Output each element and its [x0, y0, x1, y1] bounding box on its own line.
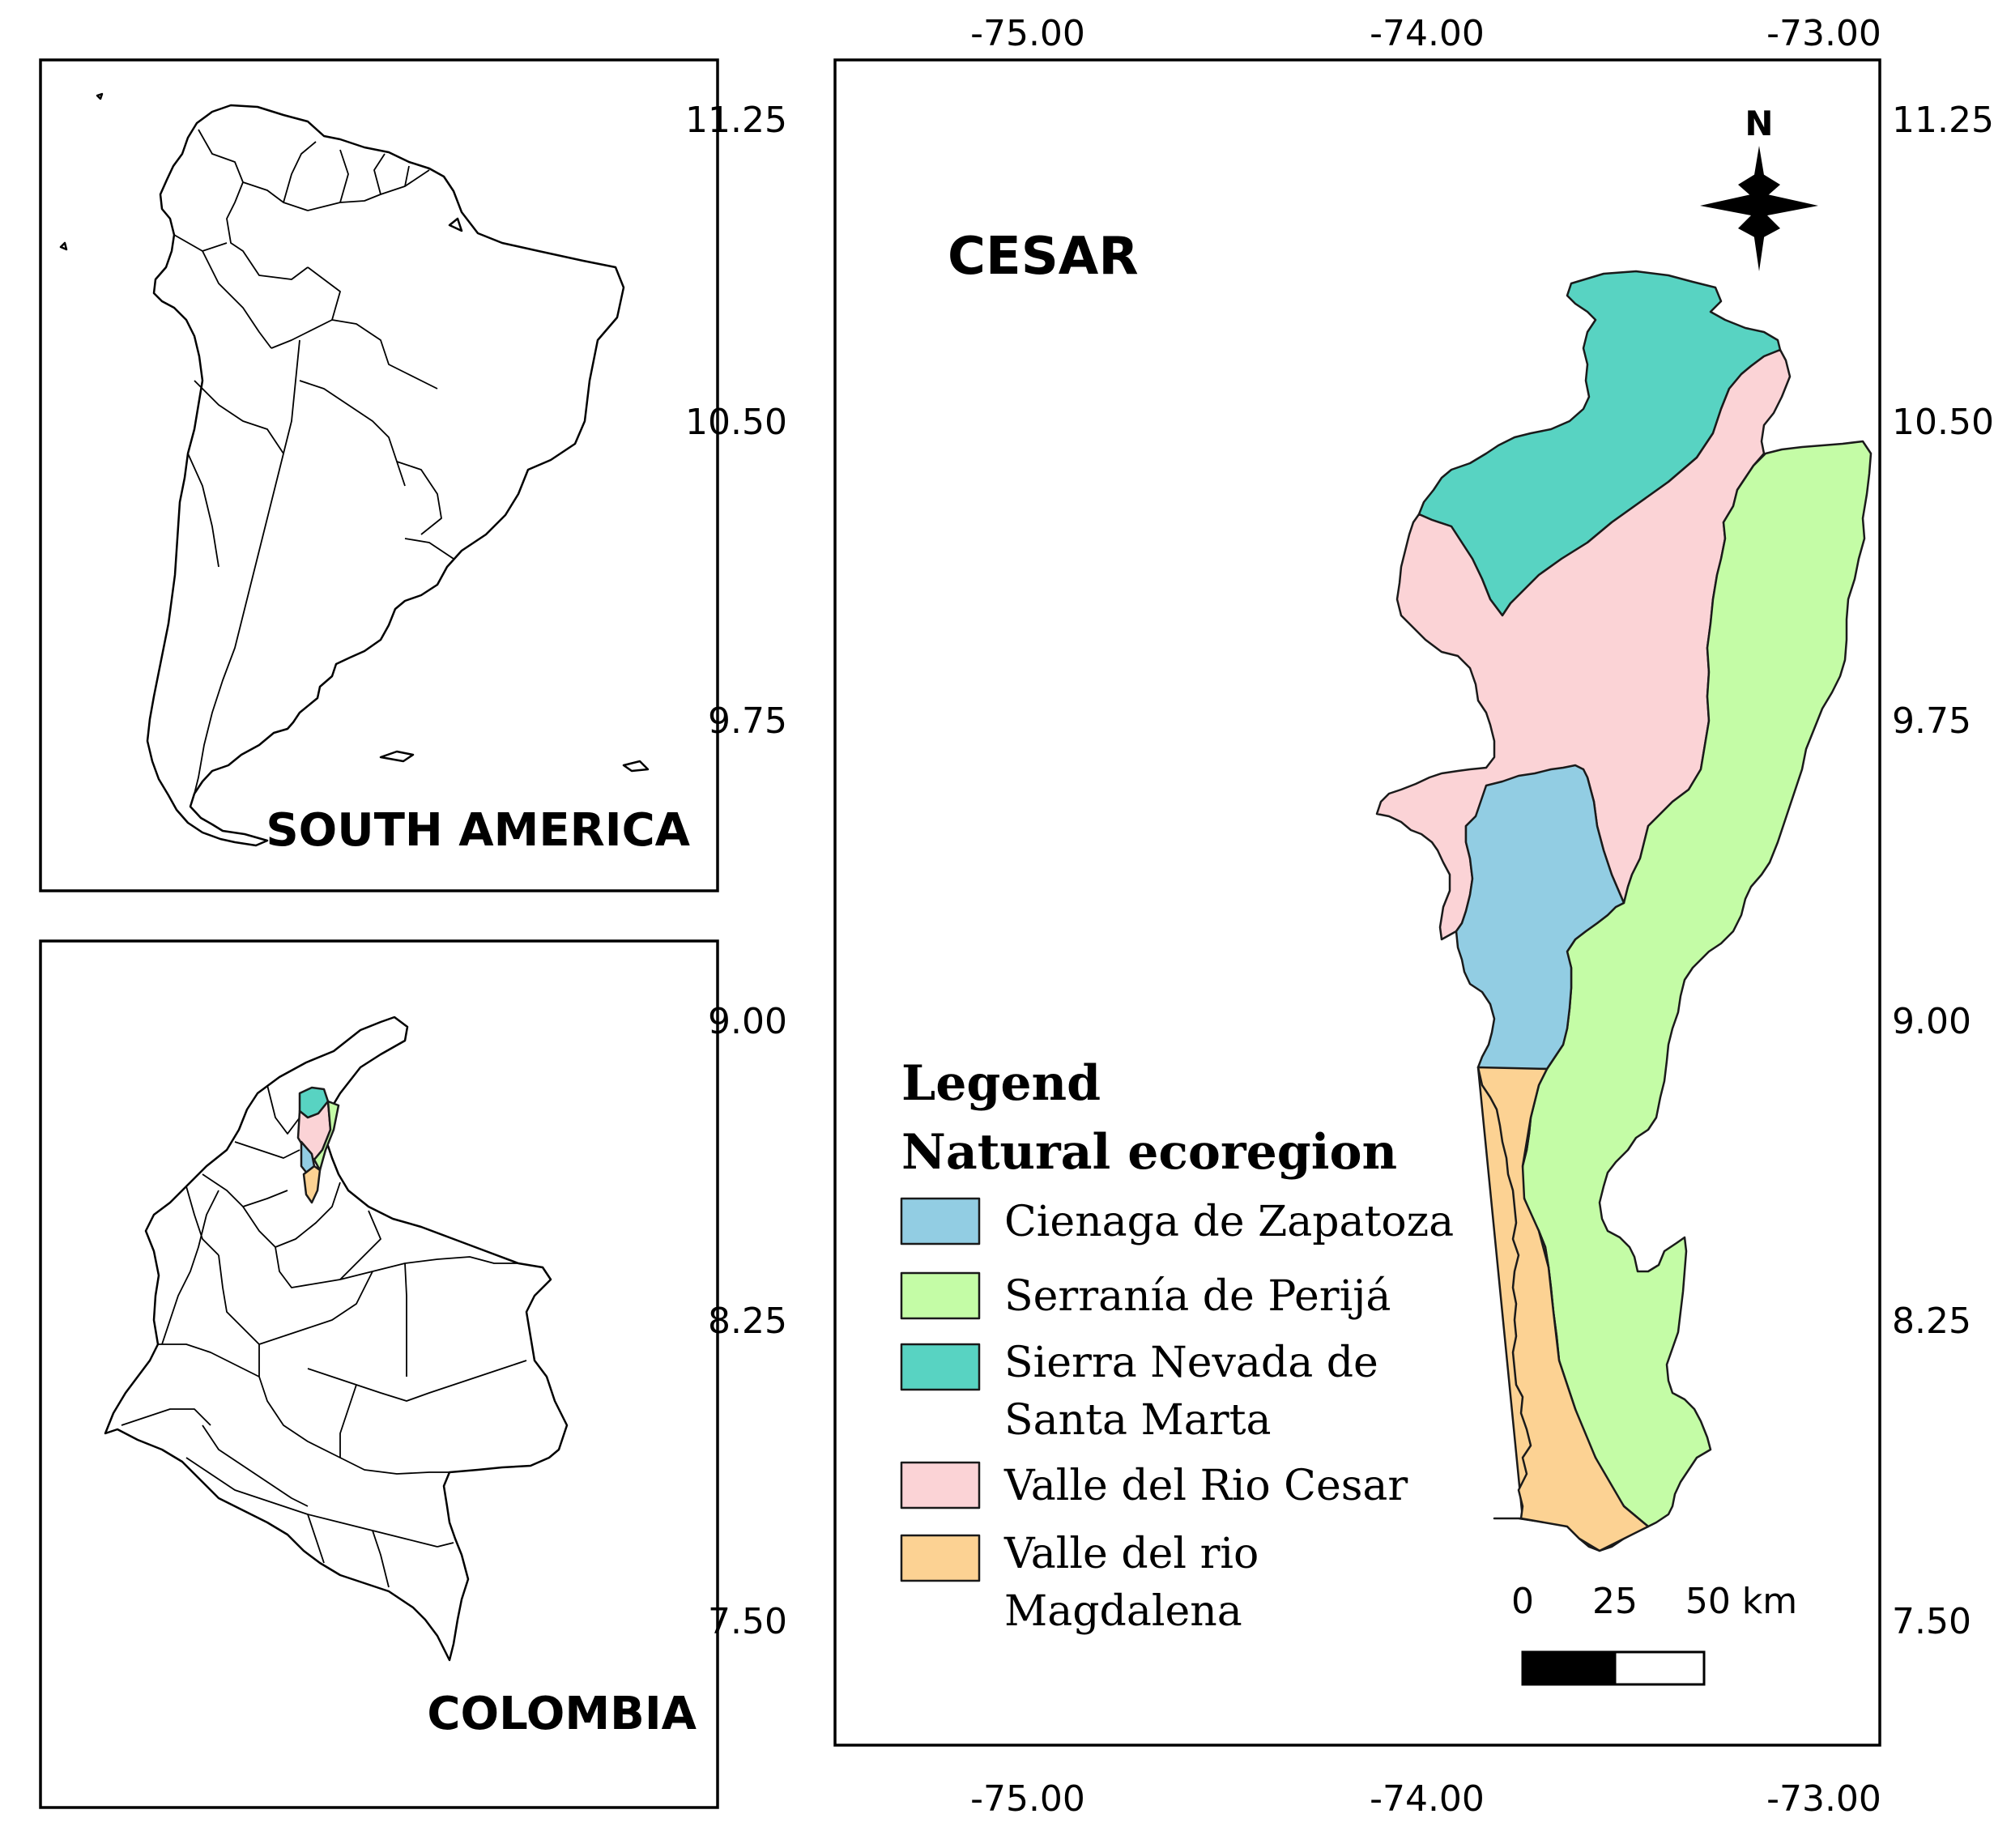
- colombia-frame: [39, 939, 719, 1809]
- south-america-islands: [59, 92, 650, 773]
- legend-item-label: Magdalena: [1004, 1587, 1242, 1636]
- latitude-ticks-right: 11.25 10.50 9.75 9.00 8.25 7.50: [1892, 100, 1994, 1642]
- ecoregion-serrania-perija: [1519, 440, 1873, 1528]
- south-america-outline: [146, 104, 625, 847]
- scale-bar-label: 25: [1592, 1581, 1638, 1622]
- legend-item-label: Santa Marta: [1004, 1396, 1272, 1445]
- ecoregion-valle-rio-magdalena-body: [1476, 1066, 1650, 1552]
- lon-tick-label: -75.00: [970, 13, 1085, 54]
- colombia-departments: [121, 1084, 527, 1588]
- south-america-frame: [39, 58, 719, 892]
- scale-bar-label: 0: [1511, 1581, 1534, 1622]
- legend-item-label: Valle del rio: [1003, 1530, 1259, 1578]
- map-title: CESAR: [948, 227, 1139, 287]
- colombia-cesar-highlight: [296, 1086, 340, 1204]
- legend-subtitle: Natural ecoregion: [901, 1124, 1397, 1181]
- colombia-label: COLOMBIA: [427, 1688, 697, 1740]
- legend-swatch: [900, 1197, 981, 1245]
- main-map: -75.00 -74.00 -73.00 -75.00 -74.00 -73.0…: [685, 13, 1994, 1820]
- compass-rose-icon: [1700, 146, 1818, 271]
- legend-item-valle-magdalena: Valle del rio Magdalena: [900, 1530, 1259, 1636]
- lat-tick-label: 9.00: [708, 1001, 787, 1042]
- scale-bar: 0 25 50 km: [1511, 1581, 1797, 1686]
- legend-title: Legend: [901, 1055, 1101, 1112]
- latitude-ticks-left: 11.25 10.50 9.75 9.00 8.25 7.50: [685, 100, 787, 1642]
- legend-item-cienaga: Cienaga de Zapatoza: [900, 1197, 1454, 1246]
- lat-tick-label: 9.00: [1892, 1001, 1971, 1042]
- lat-tick-label: 8.25: [1892, 1301, 1971, 1342]
- legend-swatch: [900, 1271, 981, 1320]
- lat-tick-label: 11.25: [1892, 100, 1994, 141]
- legend-item-valle-cesar: Valle del Rio Cesar: [900, 1461, 1408, 1510]
- legend-swatch: [900, 1343, 981, 1391]
- legend-item-label: Cienaga de Zapatoza: [1004, 1198, 1454, 1246]
- main-map-frame: [833, 58, 1881, 1747]
- lat-tick-label: 10.50: [1892, 402, 1994, 443]
- lon-tick-label: -73.00: [1766, 1778, 1881, 1820]
- legend-item-perija: Serranía de Perijá: [900, 1271, 1391, 1321]
- legend-swatch: [900, 1534, 981, 1582]
- lon-tick-label: -74.00: [1370, 13, 1485, 54]
- ecoregion-cienaga-zapatoza: [1455, 764, 1625, 1071]
- scale-bar-label: 50 km: [1685, 1581, 1797, 1622]
- legend-item-label: Valle del Rio Cesar: [1003, 1462, 1408, 1510]
- north-arrow: N: [1700, 104, 1818, 271]
- legend-item-sierra-nevada: Sierra Nevada de Santa Marta: [900, 1339, 1378, 1445]
- north-arrow-label: N: [1745, 104, 1773, 143]
- ecoregions: [1375, 270, 1873, 1552]
- lat-tick-label: 10.50: [685, 402, 787, 443]
- colombia-inset: COLOMBIA: [39, 939, 719, 1809]
- lat-tick-label: 9.75: [1892, 700, 1971, 742]
- legend-item-label: Serranía de Perijá: [1004, 1272, 1391, 1321]
- lon-tick-label: -75.00: [970, 1778, 1085, 1820]
- lat-tick-label: 11.25: [685, 100, 787, 141]
- scale-bar-white-segment: [1613, 1650, 1706, 1686]
- lon-tick-label: -73.00: [1766, 13, 1881, 54]
- colombia-outline: [104, 1016, 569, 1662]
- lon-tick-label: -74.00: [1370, 1778, 1485, 1820]
- longitude-ticks-top: -75.00 -74.00 -73.00: [970, 13, 1881, 54]
- lat-tick-label: 7.50: [708, 1601, 787, 1642]
- lat-tick-label: 8.25: [708, 1301, 787, 1342]
- legend: Legend Natural ecoregion Cienaga de Zapa…: [900, 1055, 1454, 1636]
- south-america-borders: [173, 129, 454, 794]
- south-america-label: SOUTH AMERICA: [266, 804, 690, 857]
- south-america-inset: SOUTH AMERICA: [39, 58, 719, 892]
- legend-swatch: [900, 1461, 981, 1509]
- longitude-ticks-bottom: -75.00 -74.00 -73.00: [970, 1778, 1881, 1820]
- legend-item-label: Sierra Nevada de: [1004, 1339, 1378, 1387]
- lat-tick-label: 9.75: [708, 700, 787, 742]
- scale-bar-black-segment: [1521, 1650, 1617, 1686]
- lat-tick-label: 7.50: [1892, 1601, 1971, 1642]
